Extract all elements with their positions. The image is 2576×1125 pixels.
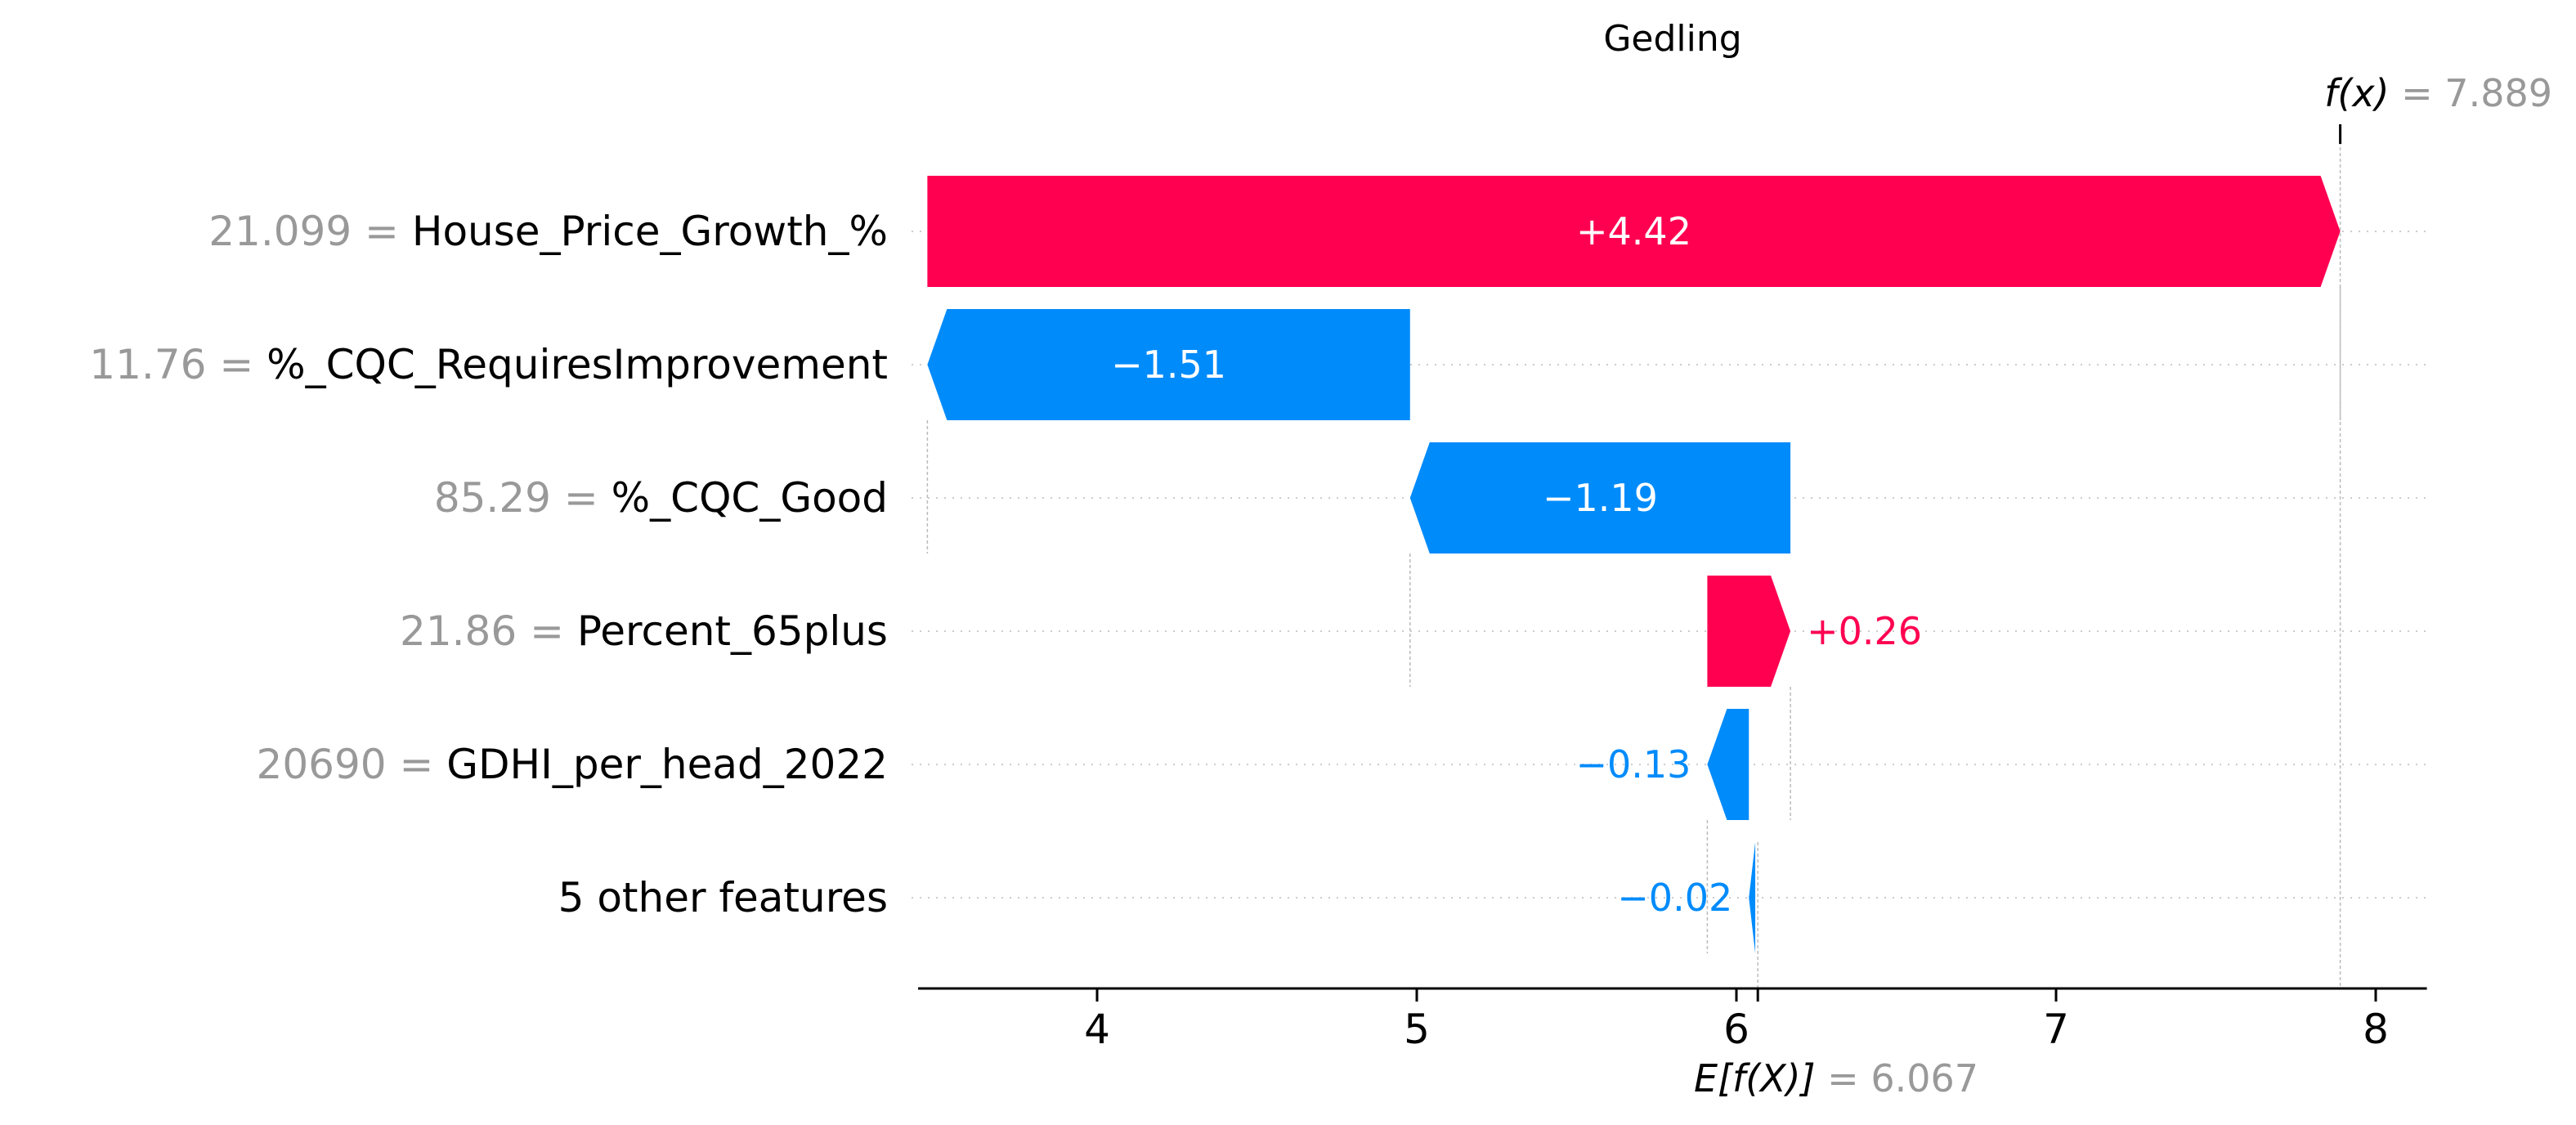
feature-label: 85.29 = %_CQC_Good [434, 474, 888, 522]
contribution-label: −0.13 [1575, 742, 1691, 787]
feature-label: 20690 = GDHI_per_head_2022 [257, 741, 888, 788]
feature-value: 21.86 = [400, 607, 577, 655]
feature-name: %_CQC_RequiresImprovement [267, 341, 888, 388]
feature-name: GDHI_per_head_2022 [446, 741, 888, 788]
feature-value: 20690 = [257, 741, 447, 788]
x-axis: f(x) = 7.889 4 5 6 7 8 E[f(X)] = 6.067 [918, 71, 2552, 1100]
chart-title: Gedling [1603, 18, 1741, 60]
fx-label-prefix: f(x) [2324, 71, 2389, 115]
feature-name: 5 other features [558, 874, 888, 921]
base-value-label: E[f(X)] = 6.067 [1694, 1056, 1978, 1100]
base-label-prefix: E[f(X)] [1694, 1056, 1816, 1100]
feature-label: 5 other features [558, 874, 888, 921]
x-tick-label: 7 [2043, 1006, 2069, 1053]
negative-bar [927, 309, 1410, 420]
contribution-label: +0.26 [1807, 609, 1922, 653]
x-tick-label: 8 [2363, 1006, 2389, 1053]
positive-bar [1707, 576, 1791, 687]
contribution-label: −1.51 [1111, 343, 1226, 387]
feature-value: 85.29 = [434, 474, 612, 522]
contribution-label: +4.42 [1576, 209, 1691, 253]
feature-name: Percent_65plus [577, 607, 888, 655]
fx-label: f(x) = 7.889 [2324, 71, 2552, 115]
feature-labels: 21.099 = House_Price_Growth_% 11.76 = %_C… [89, 208, 888, 921]
negative-bar [1749, 842, 1756, 953]
negative-bar [1707, 709, 1749, 820]
feature-label: 11.76 = %_CQC_RequiresImprovement [89, 341, 888, 388]
x-tick-label: 5 [1404, 1006, 1430, 1053]
feature-name: %_CQC_Good [612, 474, 888, 522]
waterfall-bars: +4.42 −1.51 −1.19 +0.26 −0.13 −0.02 [927, 176, 2341, 953]
negative-bar [1409, 442, 1791, 554]
feature-value: 11.76 = [89, 341, 267, 388]
fx-label-value: = 7.889 [2390, 71, 2552, 115]
contribution-label: −1.19 [1543, 476, 1658, 520]
feature-name: House_Price_Growth_% [412, 208, 888, 255]
feature-label: 21.86 = Percent_65plus [400, 607, 888, 655]
feature-value: 21.099 = [208, 208, 412, 255]
contribution-label: −0.02 [1617, 876, 1732, 920]
feature-label: 21.099 = House_Price_Growth_% [208, 208, 888, 255]
bar-connectors [926, 124, 2341, 988]
x-tick-label: 6 [1723, 1006, 1749, 1053]
x-tick-label: 4 [1084, 1006, 1110, 1053]
base-label-value: = 6.067 [1816, 1056, 1978, 1100]
positive-bar [927, 176, 2341, 287]
